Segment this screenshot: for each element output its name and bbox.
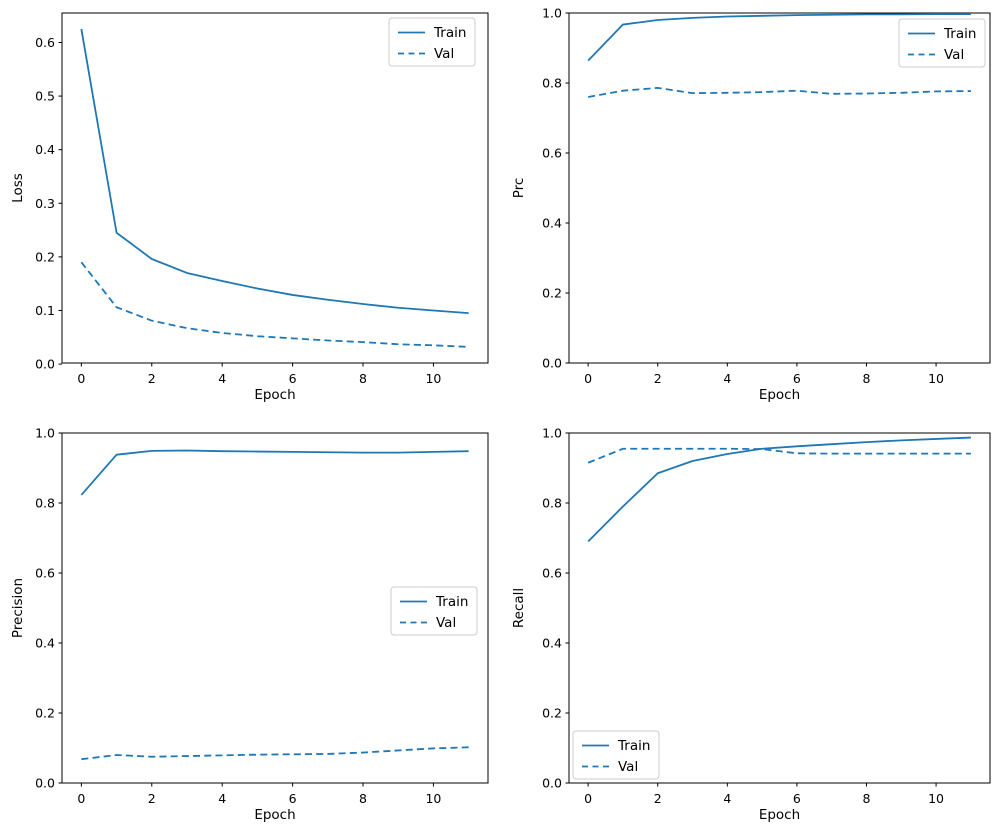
x-axis: 0 2 4 6 8 10 <box>77 783 441 806</box>
x-tick-label: 6 <box>289 371 297 386</box>
legend-train-label: Train <box>943 26 976 42</box>
val-line <box>80 261 469 348</box>
subplot-recall: 0 2 4 6 8 10 0.0 0.2 0.4 0.6 0.8 1.0 Epoch Recall Trai… <box>501 419 1001 838</box>
y-tick-label: 0.2 <box>542 286 562 301</box>
train-line <box>80 28 469 315</box>
legend-val-label: Val <box>618 759 638 775</box>
x-tick-label: 2 <box>654 371 662 386</box>
y-tick-label: 0.8 <box>35 496 55 511</box>
legend: Train Val <box>390 586 478 636</box>
x-tick-label: 8 <box>863 791 871 806</box>
x-tick-label: 4 <box>218 371 226 386</box>
y-tick-label: 0.2 <box>542 706 562 721</box>
subplot-precision-canvas: 0 2 4 6 8 10 0.0 0.2 0.4 0.6 0.8 1.0 Epoch Precision T… <box>10 426 489 823</box>
y-axis-label: Loss <box>10 173 26 203</box>
x-axis-label: Epoch <box>254 807 295 823</box>
x-tick-label: 10 <box>425 791 441 806</box>
y-tick-label: 0.1 <box>35 303 55 318</box>
y-tick-label: 0.6 <box>542 566 562 581</box>
x-tick-label: 2 <box>148 791 156 806</box>
x-axis: 0 2 4 6 8 10 <box>584 783 944 806</box>
val-line <box>587 447 971 464</box>
train-line <box>587 436 971 543</box>
legend: Train Val <box>388 17 476 67</box>
y-axis: 0.0 0.2 0.4 0.6 0.8 1.0 <box>542 426 569 791</box>
axes-frame <box>61 432 489 784</box>
train-line <box>80 449 469 496</box>
subplot-precision: 0 2 4 6 8 10 0.0 0.2 0.4 0.6 0.8 1.0 Epoch Precision T… <box>0 419 500 838</box>
y-tick-label: 0.4 <box>542 636 562 651</box>
x-tick-label: 10 <box>928 791 944 806</box>
legend-val-label: Val <box>944 47 964 63</box>
x-tick-label: 8 <box>359 791 367 806</box>
y-axis-label: Recall <box>511 588 527 628</box>
y-tick-label: 0.0 <box>542 356 562 371</box>
val-line <box>587 87 971 98</box>
legend-train-label: Train <box>617 738 650 754</box>
x-tick-label: 6 <box>289 791 297 806</box>
y-tick-label: 0.0 <box>35 776 55 791</box>
y-tick-label: 0.5 <box>35 89 55 104</box>
legend: Train Val <box>898 18 986 68</box>
val-line <box>81 746 469 761</box>
x-tick-label: 10 <box>928 371 944 386</box>
y-tick-label: 0.8 <box>542 76 562 91</box>
x-tick-label: 6 <box>793 371 801 386</box>
y-tick-label: 0.0 <box>542 776 562 791</box>
x-tick-label: 6 <box>793 791 801 806</box>
y-tick-label: 0.8 <box>542 496 562 511</box>
x-tick-label: 4 <box>723 791 731 806</box>
y-tick-label: 0.4 <box>542 216 562 231</box>
axes-frame <box>61 12 489 364</box>
x-axis-label: Epoch <box>254 387 295 403</box>
y-tick-label: 0.6 <box>35 566 55 581</box>
axes-frame <box>568 432 991 784</box>
x-axis: 0 2 4 6 8 10 <box>77 363 441 386</box>
y-tick-label: 1.0 <box>542 426 562 441</box>
y-tick-label: 1.0 <box>35 426 55 441</box>
x-tick-label: 8 <box>863 371 871 386</box>
x-tick-label: 10 <box>425 371 441 386</box>
legend-train-label: Train <box>433 25 466 41</box>
x-tick-label: 2 <box>654 791 662 806</box>
legend-val-label: Val <box>434 46 454 62</box>
y-tick-label: 0.0 <box>35 357 55 372</box>
subplot-loss: 0 2 4 6 8 10 0.0 0.1 0.2 0.3 0.4 0.5 0.6 Epoch Loss Tra… <box>0 0 500 419</box>
x-axis-label: Epoch <box>759 387 800 403</box>
y-axis: 0.0 0.2 0.4 0.6 0.8 1.0 <box>542 6 569 371</box>
x-tick-label: 0 <box>584 371 592 386</box>
y-axis: 0.0 0.1 0.2 0.3 0.4 0.5 0.6 <box>35 35 62 372</box>
y-tick-label: 1.0 <box>542 6 562 21</box>
x-tick-label: 0 <box>77 791 85 806</box>
y-axis-label: Precision <box>10 578 26 638</box>
x-tick-label: 4 <box>218 791 226 806</box>
x-tick-label: 8 <box>359 371 367 386</box>
x-tick-label: 2 <box>148 371 156 386</box>
y-tick-label: 0.2 <box>35 706 55 721</box>
x-axis-label: Epoch <box>759 807 800 823</box>
x-tick-label: 0 <box>584 791 592 806</box>
axes-frame <box>568 12 991 364</box>
y-tick-label: 0.6 <box>542 146 562 161</box>
legend-val-label: Val <box>436 615 456 631</box>
subplot-recall-canvas: 0 2 4 6 8 10 0.0 0.2 0.4 0.6 0.8 1.0 Epoch Recall Trai… <box>511 426 991 823</box>
y-tick-label: 0.6 <box>35 35 55 50</box>
subplot-loss-canvas: 0 2 4 6 8 10 0.0 0.1 0.2 0.3 0.4 0.5 0.6 Epoch Loss Tra… <box>10 12 489 403</box>
y-tick-label: 0.3 <box>35 196 55 211</box>
y-tick-label: 0.4 <box>35 636 55 651</box>
y-tick-label: 0.4 <box>35 142 55 157</box>
x-axis: 0 2 4 6 8 10 <box>584 363 944 386</box>
y-axis: 0.0 0.2 0.4 0.6 0.8 1.0 <box>35 426 62 791</box>
legend: Train Val <box>572 730 660 780</box>
y-tick-label: 0.2 <box>35 249 55 264</box>
train-line <box>587 13 971 62</box>
x-tick-label: 4 <box>723 371 731 386</box>
legend-train-label: Train <box>435 594 468 610</box>
subplot-prc-canvas: 0 2 4 6 8 10 0.0 0.2 0.4 0.6 0.8 1.0 Epoch Prc Train Va… <box>511 6 991 403</box>
x-tick-label: 0 <box>77 371 85 386</box>
y-axis-label: Prc <box>511 178 527 199</box>
subplot-prc: 0 2 4 6 8 10 0.0 0.2 0.4 0.6 0.8 1.0 Epoch Prc Train Va… <box>501 0 1001 419</box>
